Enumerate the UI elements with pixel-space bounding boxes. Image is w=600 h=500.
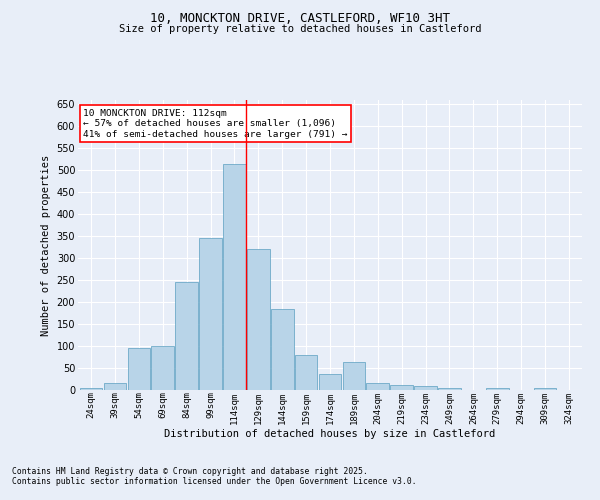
- Y-axis label: Number of detached properties: Number of detached properties: [41, 154, 51, 336]
- Text: Contains public sector information licensed under the Open Government Licence v3: Contains public sector information licen…: [12, 477, 416, 486]
- Bar: [104, 384, 127, 390]
- Bar: [414, 386, 437, 390]
- Bar: [223, 164, 246, 390]
- Bar: [247, 250, 269, 390]
- Bar: [319, 374, 341, 390]
- Bar: [343, 362, 365, 390]
- Bar: [367, 382, 389, 390]
- Bar: [438, 388, 461, 390]
- Text: Contains HM Land Registry data © Crown copyright and database right 2025.: Contains HM Land Registry data © Crown c…: [12, 467, 368, 476]
- Text: 10 MONCKTON DRIVE: 112sqm
← 57% of detached houses are smaller (1,096)
41% of se: 10 MONCKTON DRIVE: 112sqm ← 57% of detac…: [83, 108, 347, 138]
- Text: Size of property relative to detached houses in Castleford: Size of property relative to detached ho…: [119, 24, 481, 34]
- X-axis label: Distribution of detached houses by size in Castleford: Distribution of detached houses by size …: [164, 429, 496, 439]
- Bar: [151, 346, 174, 390]
- Bar: [128, 348, 150, 390]
- Bar: [80, 388, 103, 390]
- Text: 10, MONCKTON DRIVE, CASTLEFORD, WF10 3HT: 10, MONCKTON DRIVE, CASTLEFORD, WF10 3HT: [150, 12, 450, 26]
- Bar: [295, 355, 317, 390]
- Bar: [391, 384, 413, 390]
- Bar: [199, 238, 222, 390]
- Bar: [175, 282, 198, 390]
- Bar: [271, 308, 293, 390]
- Bar: [533, 388, 556, 390]
- Bar: [486, 388, 509, 390]
